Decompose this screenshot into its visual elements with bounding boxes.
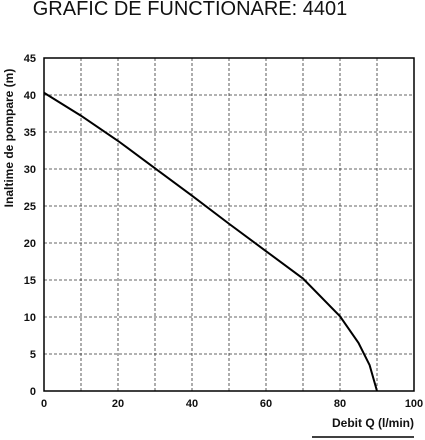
x-tick-label: 100: [405, 398, 423, 410]
y-tick-label: 35: [24, 127, 36, 139]
y-tick-label: 40: [24, 90, 36, 102]
plot-frame: [43, 57, 415, 392]
x-tick-label: 20: [112, 398, 124, 410]
y-tick-label: 0: [30, 386, 36, 398]
y-tick-label: 45: [24, 53, 36, 65]
y-tick-label: 25: [24, 201, 36, 213]
x-tick-label: 0: [41, 398, 47, 410]
y-tick-label: 10: [24, 312, 36, 324]
chart-title: GRAFIC DE FUNCTIONARE: 4401: [33, 0, 348, 20]
y-tick-label: 15: [24, 275, 36, 287]
x-tick-label: 60: [260, 398, 272, 410]
data-line: [43, 91, 378, 392]
y-axis-label: Inaltime de pompare (m): [2, 69, 16, 208]
y-tick-label: 30: [24, 164, 36, 176]
x-tick-label: 40: [186, 398, 198, 410]
x-tick-label: 80: [334, 398, 346, 410]
y-tick-label: 20: [24, 238, 36, 250]
y-tick-label: 5: [30, 349, 36, 361]
x-axis-label: Debit Q (l/min): [332, 416, 414, 430]
